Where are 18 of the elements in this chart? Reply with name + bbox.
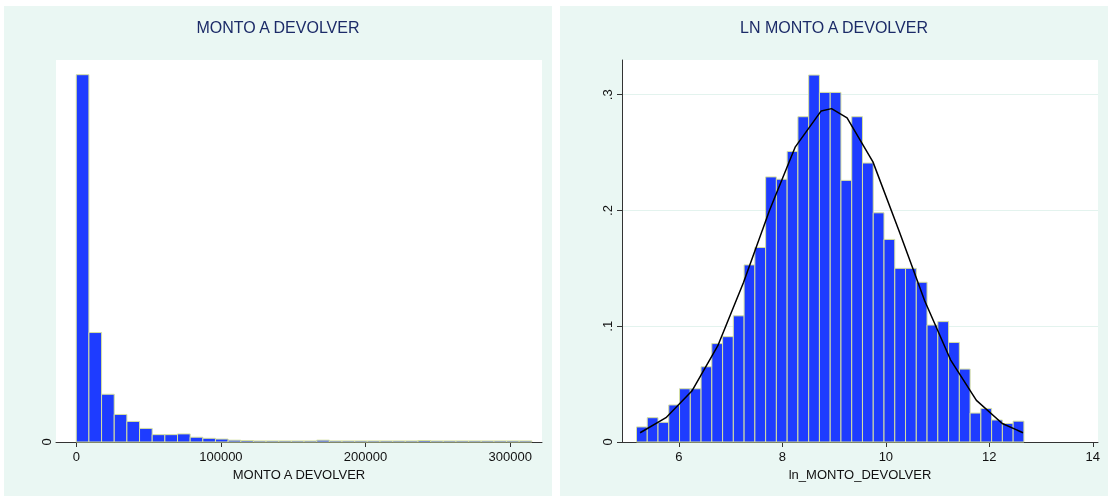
x-axis-title: ln_MONTO_DEVOLVER	[788, 467, 932, 482]
y-tick-label: 0	[600, 438, 615, 446]
x-tick-label: 14	[1085, 449, 1101, 464]
text: 0	[38, 438, 54, 446]
x-tick-label: 8	[778, 449, 787, 464]
x-axis-title: MONTO A DEVOLVER	[232, 467, 366, 482]
y-tick-label: .1	[600, 320, 615, 332]
x-tick-label: 6	[675, 449, 683, 464]
y-tick-label: .2	[600, 205, 615, 216]
x-tick-label: 200000	[343, 449, 388, 464]
chart-title: LN MONTO A DEVOLVER	[740, 18, 928, 36]
x-tick-label: 10	[878, 449, 894, 464]
chart-title: MONTO A DEVOLVER	[196, 18, 360, 36]
x-tick-label: 100000	[199, 449, 243, 464]
x-tick-label: 0	[72, 449, 80, 464]
y-tick-label: .3	[600, 89, 615, 101]
x-tick-label: 12	[982, 449, 997, 464]
x-tick-label: 300000	[488, 449, 532, 464]
